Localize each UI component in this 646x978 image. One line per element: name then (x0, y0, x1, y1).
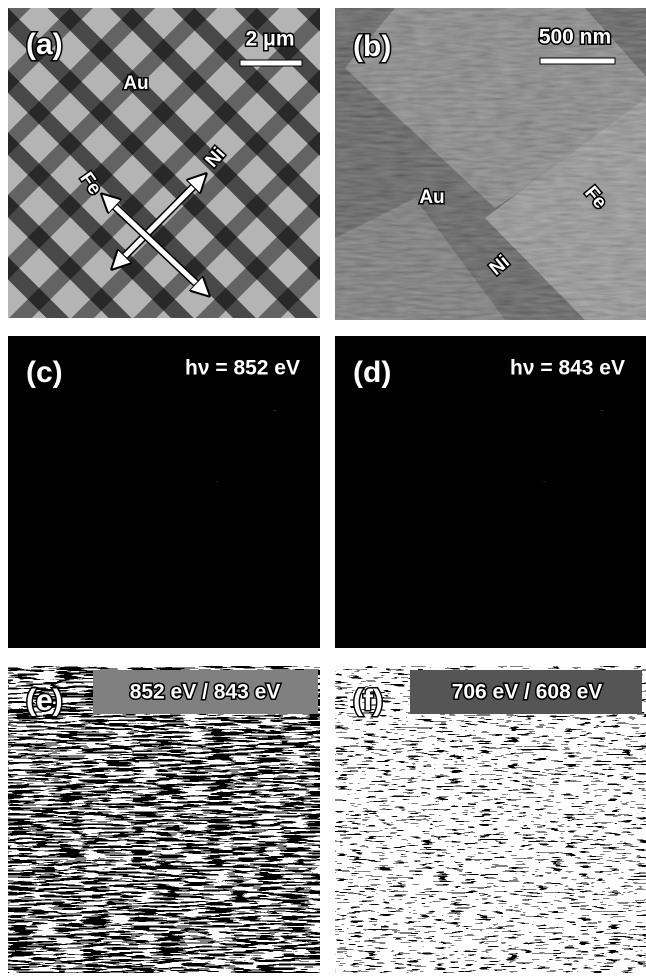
panel-label: (c) (26, 356, 63, 389)
ratio-label: 852 eV / 843 eV (130, 681, 281, 704)
panel-d: (d) hν = 843 eV (335, 336, 646, 648)
figure: (a) 2 μm Au Fe Ni (b) 500 nm Au Fe Ni (c… (0, 0, 646, 973)
page: (a) 2 μm Au Fe Ni (b) 500 nm Au Fe Ni (c… (0, 0, 646, 978)
panel-c: (c) hν = 852 eV (8, 336, 320, 648)
panel-label: (b) (353, 30, 391, 63)
panel-label: (f) (353, 684, 383, 717)
panel-label: (d) (353, 356, 391, 389)
ratio-label: 706 eV / 608 eV (452, 681, 603, 704)
panel-b: (b) 500 nm Au Fe Ni (335, 8, 646, 320)
scale-bar (240, 60, 302, 66)
panel-label: (e) (26, 684, 63, 717)
energy-label: hν = 843 eV (510, 357, 625, 380)
panel-label: (a) (26, 28, 63, 61)
panel-e: (e) 852 eV / 843 eV (8, 666, 320, 973)
scale-bar-label: 500 nm (539, 26, 611, 49)
scale-bar (540, 58, 615, 64)
panel-f: (f) 706 eV / 608 eV (335, 666, 646, 973)
annotation: Au (419, 187, 444, 208)
energy-label: hν = 852 eV (185, 357, 300, 380)
annotation: Au (123, 73, 148, 94)
panel-a: (a) 2 μm Au Fe Ni (8, 8, 320, 318)
scale-bar-label: 2 μm (245, 28, 294, 51)
